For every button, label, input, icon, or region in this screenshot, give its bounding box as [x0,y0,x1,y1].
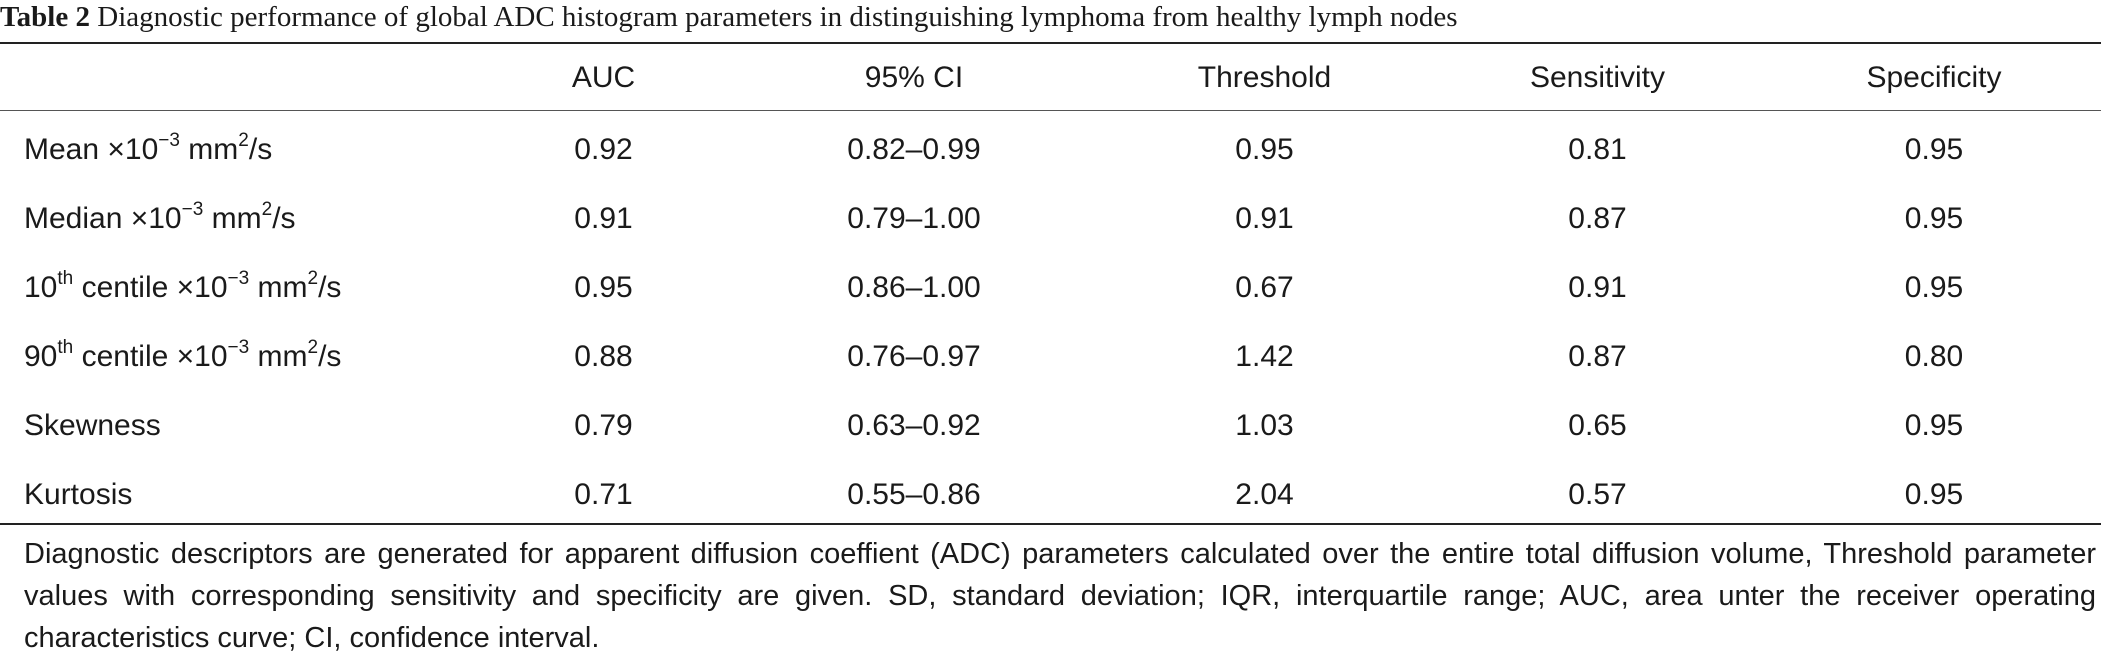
row-label: Mean ×10−3 mm2/s [24,129,273,166]
cell-auc: 0.88 [574,339,633,373]
cell-sensitivity: 0.87 [1568,339,1627,373]
cell-specificity: 0.95 [1904,408,1964,442]
header-threshold: Threshold [1197,60,1332,94]
cell-threshold: 1.42 [1235,339,1294,373]
cell-sensitivity: 0.87 [1568,201,1627,235]
table-row: Median ×10−3 mm2/s 0.91 0.79–1.00 0.91 0… [0,184,2101,253]
cell-ci: 0.76–0.97 [847,339,981,373]
cell-threshold: 0.91 [1235,201,1294,235]
cell-auc: 0.79 [574,408,633,442]
top-rule [0,42,2101,44]
table-footnote: Diagnostic descriptors are generated for… [24,538,2096,654]
header-ci: 95% CI [864,60,964,94]
header-specificity: Specificity [1866,60,2002,94]
cell-auc: 0.91 [574,201,633,235]
table-row: Kurtosis 0.71 0.55–0.86 2.04 0.57 0.95 [0,460,2101,529]
cell-specificity: 0.95 [1904,201,1964,235]
header-rule [0,110,2101,111]
table-caption-label: Table 2 [0,1,90,33]
header-auc: AUC [571,60,636,94]
bottom-rule [0,523,2101,525]
cell-ci: 0.55–0.86 [847,477,981,511]
row-label: Median ×10−3 mm2/s [24,198,296,235]
cell-sensitivity: 0.81 [1568,132,1627,166]
cell-specificity: 0.95 [1904,477,1964,511]
header-parameter [0,44,480,111]
row-label: 10th centile ×10−3 mm2/s [24,267,342,304]
cell-ci: 0.63–0.92 [847,408,981,442]
cell-threshold: 2.04 [1235,477,1294,511]
cell-auc: 0.95 [574,270,633,304]
table-row: 90th centile ×10−3 mm2/s 0.88 0.76–0.97 … [0,322,2101,391]
header-sensitivity: Sensitivity [1529,60,1666,94]
row-label: 90th centile ×10−3 mm2/s [24,336,342,373]
cell-threshold: 0.67 [1235,270,1294,304]
cell-sensitivity: 0.65 [1568,408,1627,442]
row-label: Kurtosis [24,477,133,511]
table-caption: Table 2 Diagnostic performance of global… [0,0,1458,38]
table-caption-text: Diagnostic performance of global ADC his… [97,1,1458,33]
row-label: Skewness [24,408,161,442]
cell-ci: 0.86–1.00 [847,270,981,304]
table-row: Mean ×10−3 mm2/s 0.92 0.82–0.99 0.95 0.8… [0,111,2101,184]
diagnostic-performance-table: AUC 95% CI Threshold Sensitivity Specifi… [0,44,2101,529]
header-row: AUC 95% CI Threshold Sensitivity Specifi… [0,44,2101,111]
cell-specificity: 0.95 [1904,270,1964,304]
cell-sensitivity: 0.91 [1568,270,1627,304]
cell-specificity: 0.80 [1904,339,1964,373]
cell-auc: 0.92 [574,132,633,166]
cell-sensitivity: 0.57 [1568,477,1627,511]
cell-threshold: 0.95 [1235,132,1294,166]
table-row: 10th centile ×10−3 mm2/s 0.95 0.86–1.00 … [0,253,2101,322]
cell-threshold: 1.03 [1235,408,1294,442]
table-row: Skewness 0.79 0.63–0.92 1.03 0.65 0.95 [0,391,2101,460]
cell-auc: 0.71 [574,477,633,511]
cell-ci: 0.82–0.99 [847,132,981,166]
cell-ci: 0.79–1.00 [847,201,981,235]
cell-specificity: 0.95 [1904,132,1964,166]
